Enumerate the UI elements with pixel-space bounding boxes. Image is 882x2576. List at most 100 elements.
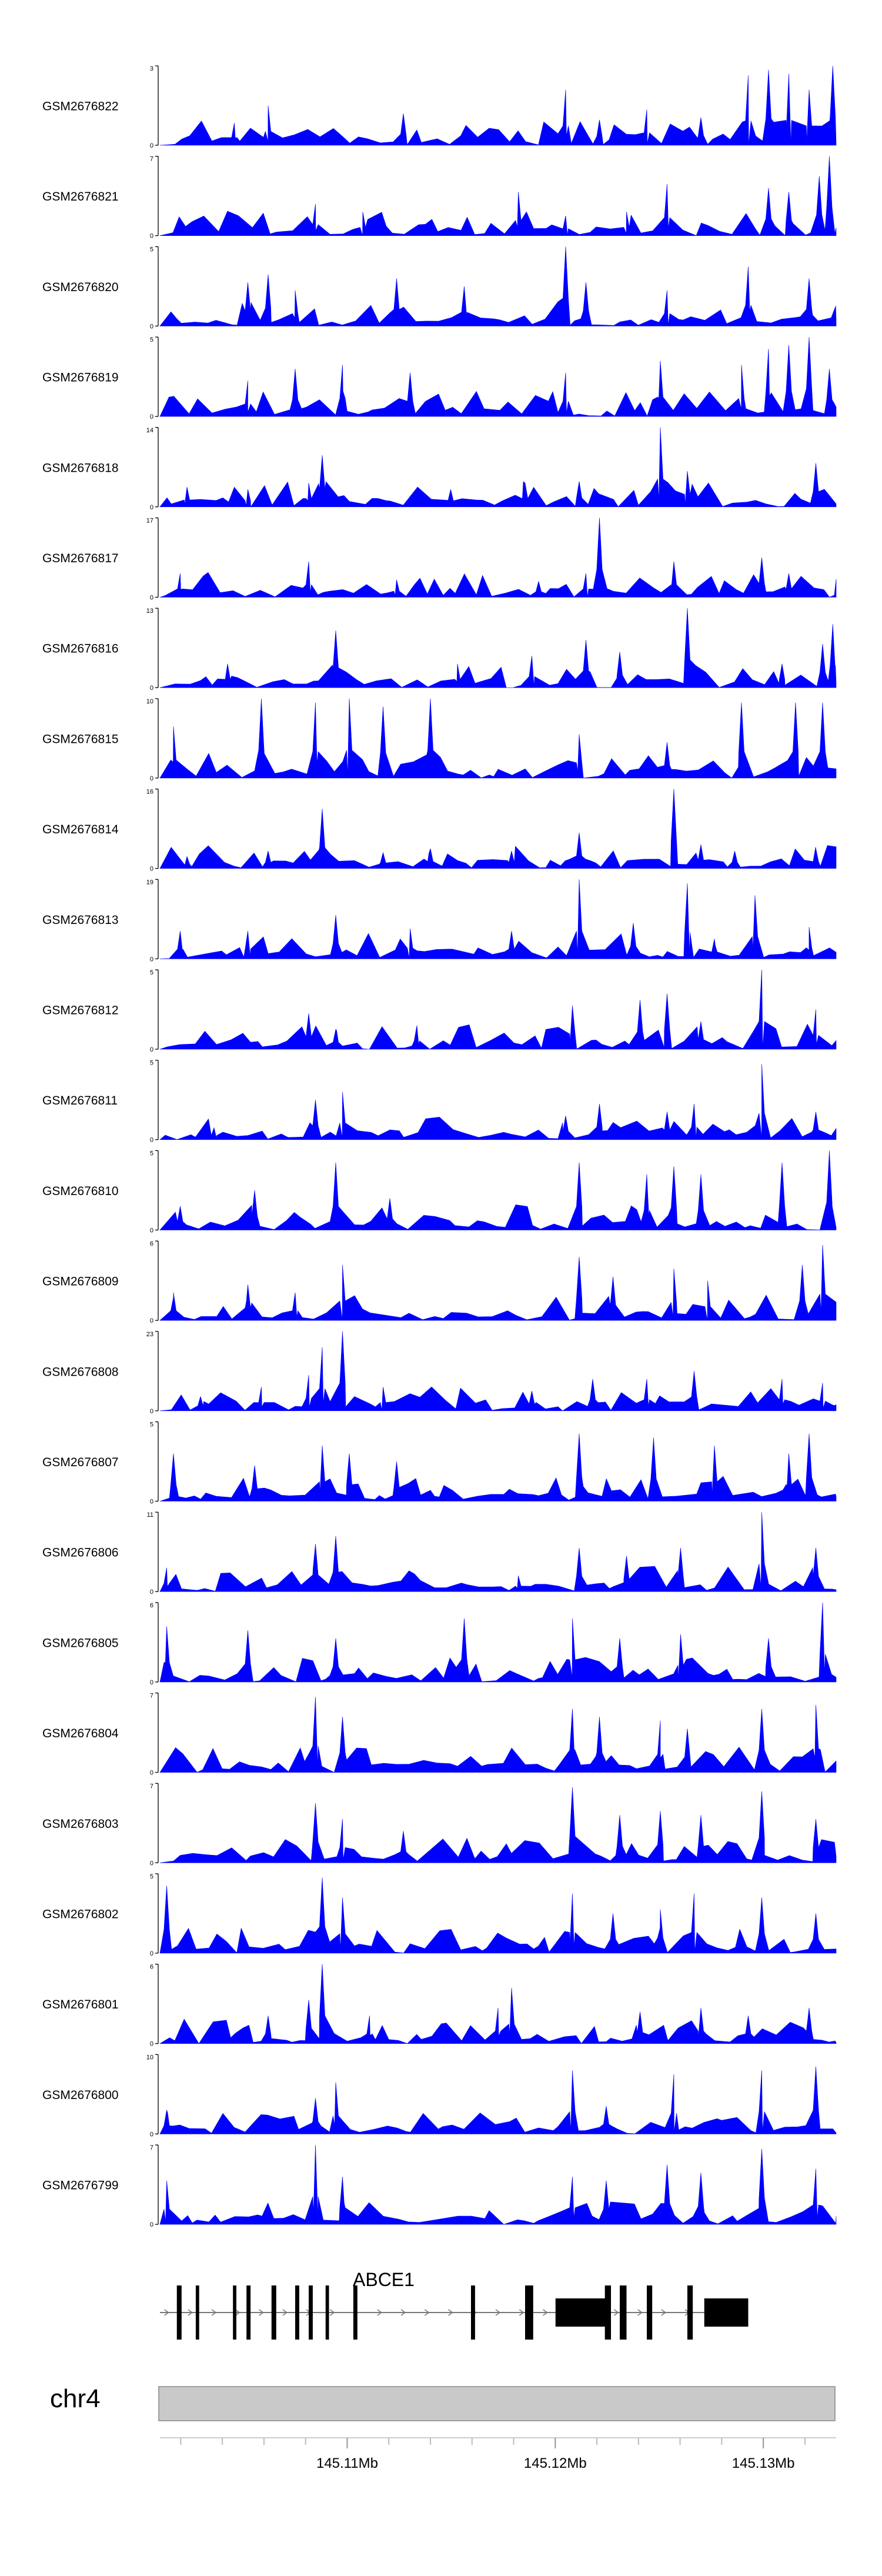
exon-block (195, 2285, 199, 2340)
exon-block (647, 2285, 653, 2340)
coverage-area (159, 427, 837, 508)
exon-block (555, 2298, 610, 2327)
coverage-tracks: GSM267682230GSM267682170GSM267682050GSM2… (42, 65, 837, 2228)
coverage-area (159, 246, 837, 326)
coverage-area (159, 518, 837, 598)
coverage-track: GSM2676813 19 0 (42, 879, 837, 963)
genome-axis: 145.11Mb 145.12Mb 145.13Mb (160, 2437, 836, 2471)
y-max-label: 7 (150, 156, 153, 163)
coverage-track: GSM2676817 17 0 (42, 518, 837, 602)
y-min-label: 0 (150, 2221, 153, 2228)
y-min-label: 0 (150, 504, 153, 511)
coverage-area (159, 1433, 837, 1501)
track-label: GSM2676801 (42, 1998, 119, 2011)
y-max-label: 5 (150, 969, 153, 976)
y-max-label: 5 (150, 246, 153, 253)
track-label: GSM2676806 (42, 1546, 119, 1560)
y-max-label: 7 (150, 2144, 153, 2151)
strand-arrow (613, 2309, 619, 2316)
strand-arrow (164, 2309, 169, 2316)
strand-arrow (282, 2309, 288, 2316)
y-max-label: 23 (146, 1331, 153, 1338)
track-label: GSM2676815 (42, 732, 119, 746)
y-min-label: 0 (150, 1408, 153, 1415)
track-label: GSM2676814 (42, 823, 119, 836)
coverage-area (159, 1602, 837, 1683)
coverage-track: GSM2676815 10 0 (42, 698, 837, 782)
y-min-label: 0 (150, 1227, 153, 1234)
track-label: GSM2676804 (42, 1727, 119, 1740)
exon-block (353, 2285, 358, 2340)
coverage-track: GSM2676814 16 0 (42, 789, 837, 873)
x-tick-label: 145.13Mb (732, 2455, 795, 2471)
track-label: GSM2676812 (42, 1004, 119, 1017)
x-tick-label: 145.11Mb (316, 2455, 378, 2471)
strand-arrow (211, 2309, 217, 2316)
track-label: GSM2676818 (42, 461, 119, 475)
y-min-label: 0 (150, 1679, 153, 1686)
coverage-area (159, 879, 837, 959)
coverage-area (159, 337, 837, 417)
y-max-label: 5 (150, 336, 153, 343)
y-min-label: 0 (150, 956, 153, 963)
gene-model-track: ABCE1 (160, 2269, 749, 2340)
y-max-label: 10 (146, 698, 153, 705)
exon-block (704, 2298, 749, 2327)
y-max-label: 14 (146, 427, 153, 434)
coverage-track: GSM2676822 3 0 (42, 65, 837, 149)
coverage-area (159, 1331, 837, 1412)
y-min-label: 0 (150, 595, 153, 602)
strand-arrow (424, 2309, 430, 2316)
y-max-label: 5 (150, 1060, 153, 1067)
y-max-label: 10 (146, 2054, 153, 2061)
y-min-label: 0 (150, 1860, 153, 1867)
exon-block (233, 2285, 236, 2340)
y-max-label: 17 (146, 518, 153, 525)
coverage-area (159, 1512, 837, 1592)
strand-arrow (235, 2309, 240, 2316)
strand-arrow (329, 2309, 335, 2316)
coverage-track: GSM2676805 6 0 (42, 1602, 837, 1686)
gene-label: ABCE1 (353, 2269, 415, 2290)
y-min-label: 0 (150, 1317, 153, 1324)
coverage-area (159, 1787, 837, 1863)
track-label: GSM2676802 (42, 1908, 119, 1921)
coverage-area (159, 789, 837, 869)
exon-block (471, 2285, 475, 2340)
coverage-track: GSM2676818 14 0 (42, 427, 837, 511)
track-label: GSM2676811 (42, 1094, 118, 1107)
coverage-track: GSM2676816 13 0 (42, 608, 837, 692)
coverage-area (159, 65, 837, 146)
track-label: GSM2676803 (42, 1817, 119, 1831)
coverage-track: GSM2676802 5 0 (42, 1873, 837, 1957)
coverage-track: GSM2676811 5 0 (42, 1060, 837, 1144)
coverage-track: GSM2676809 6 0 (42, 1240, 837, 1324)
track-label: GSM2676816 (42, 642, 119, 656)
y-max-label: 7 (150, 1693, 153, 1700)
exon-block (295, 2285, 299, 2340)
strand-arrow (543, 2309, 548, 2316)
exon-block (525, 2285, 533, 2340)
chromosome-band (158, 2386, 836, 2421)
x-tick-label: 145.12Mb (524, 2455, 587, 2471)
strand-arrow (400, 2309, 406, 2316)
exon-block (687, 2285, 693, 2340)
coverage-area (159, 1877, 837, 1954)
coverage-track: GSM2676812 5 0 (42, 969, 837, 1053)
coverage-track: GSM2676801 6 0 (42, 1964, 837, 2048)
strand-arrow (519, 2309, 524, 2316)
track-label: GSM2676810 (42, 1184, 119, 1198)
y-min-label: 0 (150, 1046, 153, 1053)
coverage-area (159, 1150, 837, 1230)
track-label: GSM2676821 (42, 190, 119, 203)
y-min-label: 0 (150, 142, 153, 149)
track-label: GSM2676805 (42, 1636, 119, 1650)
track-label: GSM2676822 (42, 100, 119, 114)
coverage-area (159, 2066, 837, 2134)
coverage-area (159, 698, 837, 779)
exon-block (271, 2285, 276, 2340)
chromosome-label: chr4 (50, 2384, 101, 2413)
y-max-label: 19 (146, 879, 153, 886)
y-min-label: 0 (150, 1137, 153, 1144)
